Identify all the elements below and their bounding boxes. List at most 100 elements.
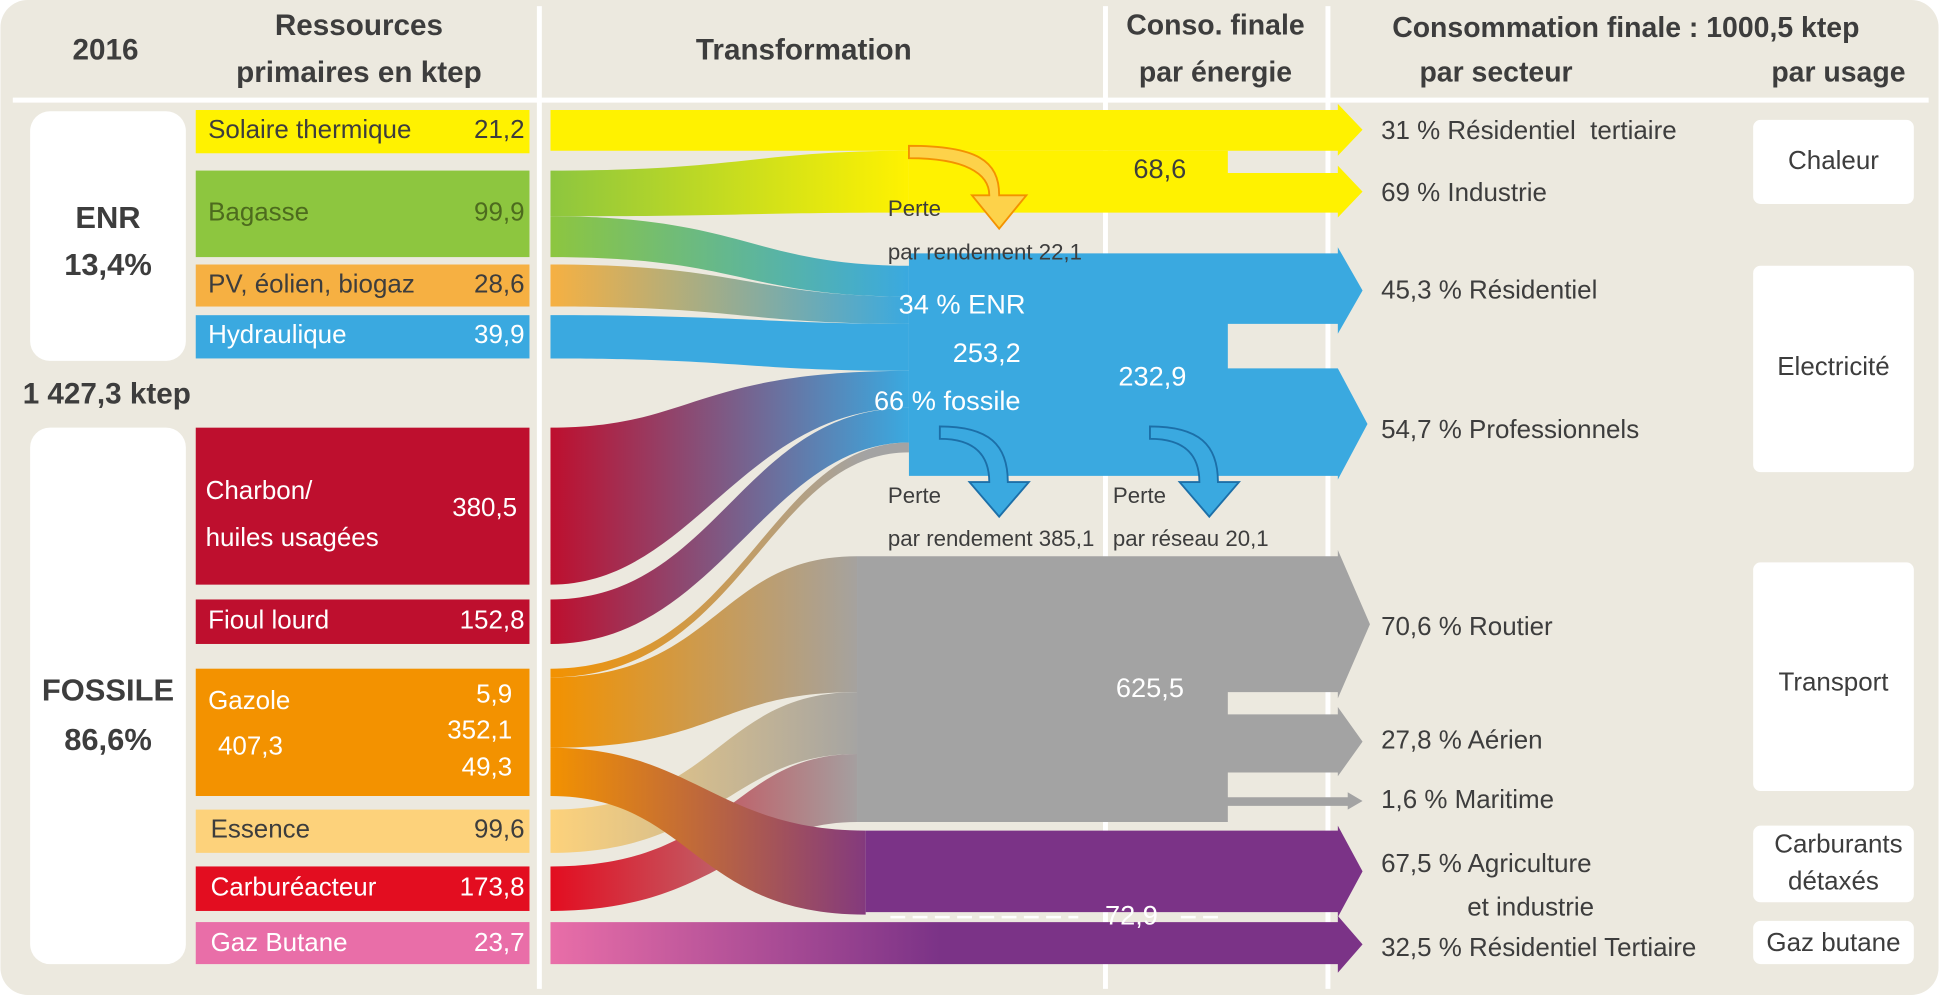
- resource-value: 99,6: [474, 815, 524, 843]
- flow: [550, 370, 909, 585]
- resource-bar: [195, 809, 530, 853]
- loss-label: Perte: [1113, 483, 1166, 508]
- header-text: Conso. finale: [1126, 10, 1304, 42]
- resource-label: Essence: [211, 815, 310, 843]
- usage-label: Carburants: [1774, 830, 1902, 858]
- mix-label: 253,2: [953, 337, 1021, 368]
- conso-value: 72,9: [1105, 899, 1158, 930]
- enr-box: [30, 111, 186, 361]
- resource-part: 352,1: [447, 717, 512, 745]
- header-text: par énergie: [1139, 57, 1292, 89]
- resource-bar: [195, 110, 530, 154]
- usage-box: [1753, 265, 1914, 473]
- usage-label: détaxés: [1788, 867, 1879, 895]
- resource-value: 21,2: [474, 116, 524, 144]
- fossile-box: [30, 427, 186, 965]
- resource-label: Bagasse: [208, 199, 309, 227]
- usage-box: [1753, 119, 1914, 204]
- resource-label: Carburéacteur: [211, 874, 377, 902]
- resource-value: 99,9: [474, 199, 524, 227]
- sector-label: 1,6 % Maritime: [1381, 786, 1554, 814]
- group-share: 13,4%: [64, 247, 152, 282]
- loss-label: par rendement 22,1: [888, 239, 1082, 264]
- header-text: Transformation: [696, 34, 912, 67]
- resource-bar: [195, 922, 530, 965]
- loss-label: Perte: [888, 196, 941, 221]
- usage-label: Chaleur: [1788, 147, 1879, 175]
- resource-part: 49,3: [462, 754, 512, 782]
- mix-label: 34 % ENR: [899, 289, 1026, 320]
- total: 1 427,3 ktep: [23, 377, 191, 410]
- loss-label: par réseau 20,1: [1113, 526, 1269, 551]
- group-name: FOSSILE: [42, 672, 174, 707]
- resource-label: PV, éolien, biogaz: [208, 270, 415, 298]
- resource-bar: [195, 599, 530, 644]
- resource-bar: [195, 315, 530, 359]
- loss-arrow: [938, 425, 1031, 519]
- header-text: par secteur: [1419, 57, 1572, 89]
- sector-label: 27,8 % Aérien: [1381, 726, 1543, 754]
- loss-arrow: [1149, 425, 1241, 519]
- loss-arrow: [908, 144, 1029, 231]
- resource-bar: [195, 427, 530, 585]
- sector-label: 69 % Industrie: [1381, 179, 1547, 207]
- flow: [550, 407, 909, 644]
- resource-bar: [195, 170, 530, 258]
- header-text: Consommation finale : 1000,5 ktep: [1392, 12, 1859, 44]
- flow: [550, 556, 858, 748]
- sector-label: 32,5 % Résidentiel Tertiaire: [1381, 934, 1696, 962]
- resource-value: 380,5: [452, 494, 517, 522]
- conso-value: 232,9: [1118, 360, 1186, 391]
- flow: [550, 692, 858, 853]
- electricity-flow: [908, 247, 1368, 480]
- purple-flow: [865, 825, 1363, 918]
- resource-label: Solaire thermique: [208, 116, 411, 144]
- loss-label: par rendement 385,1: [888, 526, 1094, 551]
- header-text: Ressources: [275, 9, 443, 42]
- resource-value: 39,9: [474, 321, 524, 349]
- header-text: 2016: [73, 34, 139, 67]
- sector-label: 70,6 % Routier: [1381, 613, 1553, 641]
- resource-label: Fioul lourd: [208, 607, 329, 635]
- resource-value: 28,6: [474, 270, 524, 298]
- loss-label: Perte: [888, 483, 941, 508]
- resource-bars: [195, 110, 530, 965]
- flow: [550, 747, 866, 915]
- resource-label: Charbon/: [206, 477, 313, 505]
- resource-label: Gazole: [208, 687, 290, 715]
- flow: [550, 264, 909, 324]
- flow: [550, 150, 909, 217]
- resource-bar: [195, 668, 530, 796]
- resource-value: 152,8: [460, 607, 525, 635]
- conso-value: 625,5: [1116, 672, 1184, 703]
- sector-label: 45,3 % Résidentiel: [1381, 277, 1597, 305]
- resource-bar: [195, 866, 530, 911]
- loss-arrows: [908, 144, 1241, 519]
- header-text: primaires en ktep: [236, 56, 482, 89]
- mix-label: 66 % fossile: [874, 385, 1021, 416]
- conso-value: 68,6: [1133, 153, 1186, 184]
- usage-box: [1753, 825, 1914, 903]
- resource-label: Hydraulique: [208, 321, 346, 349]
- resource-value: 407,3: [218, 733, 283, 761]
- butane-flow: [550, 915, 1363, 973]
- usage-label: Electricité: [1777, 353, 1889, 381]
- sector-label: 54,7 % Professionnels: [1381, 416, 1639, 444]
- transport-flow: [857, 550, 1370, 822]
- group-share: 86,6%: [64, 722, 152, 757]
- usage-box: [1753, 562, 1914, 792]
- usage-label: Transport: [1778, 668, 1889, 696]
- flow: [550, 315, 909, 371]
- sector-label: 31 % Résidentiel tertiaire: [1381, 117, 1677, 145]
- group-name: ENR: [75, 200, 140, 235]
- resource-label: Gaz Butane: [211, 929, 348, 957]
- resource-label: huiles usagées: [206, 524, 379, 552]
- flow: [550, 216, 909, 297]
- resource-value: 23,7: [474, 929, 524, 957]
- header-text: par usage: [1771, 57, 1905, 89]
- resource-bar: [195, 264, 530, 307]
- flows: [550, 103, 1370, 973]
- sector-label: 67,5 % Agriculture: [1381, 850, 1592, 878]
- usage-boxes: [1753, 119, 1914, 965]
